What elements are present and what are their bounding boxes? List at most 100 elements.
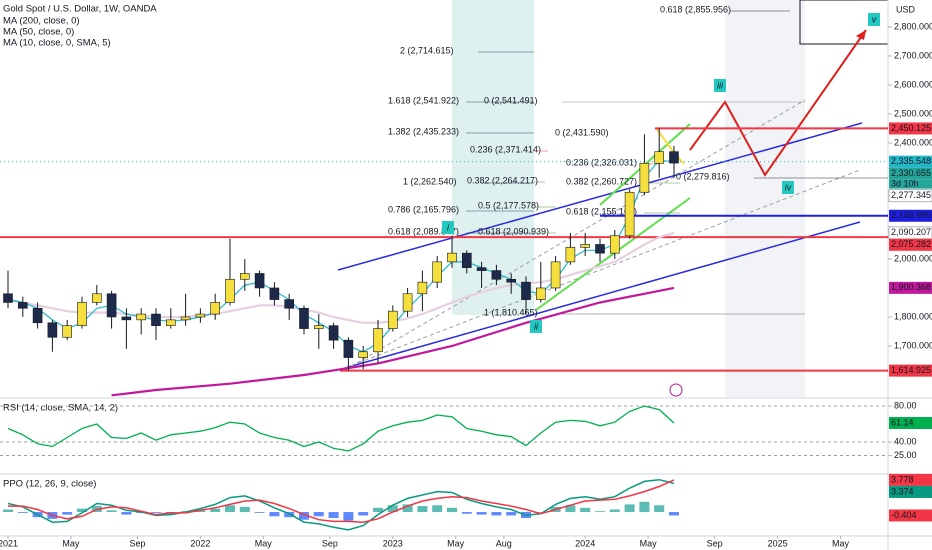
y-axis-label: USD — [896, 4, 916, 14]
candle-body — [595, 244, 605, 254]
candle-body — [506, 278, 516, 283]
histogram-bar — [298, 512, 309, 520]
price-label-bg — [889, 155, 932, 168]
candle-body — [521, 281, 531, 300]
ppo-value-bg — [889, 473, 932, 486]
y-tick-label: 25.00 — [894, 450, 917, 460]
moving-average — [111, 286, 675, 397]
candle-body — [654, 151, 664, 164]
histogram-bar — [239, 506, 250, 513]
fib-label: 0 (2,541.491) — [484, 95, 538, 105]
y-tick-label: 2,400.000 — [894, 137, 932, 147]
countdown-bg — [889, 179, 932, 189]
candle-body — [121, 316, 132, 321]
candle-body — [225, 278, 235, 303]
candle-body — [180, 316, 191, 321]
candle-body — [402, 293, 413, 312]
candle-body — [373, 328, 383, 353]
y-tick-label: 2,600.000 — [894, 79, 932, 89]
x-tick-label: 2022 — [190, 538, 210, 548]
price-label-bg — [889, 167, 932, 180]
histogram-bar — [343, 512, 354, 521]
projection-zone — [725, 0, 805, 397]
price-label: 1,614.925 — [891, 365, 931, 375]
candle-body — [32, 307, 43, 324]
histogram-bar — [565, 505, 576, 513]
y-tick-label: 2,500.000 — [894, 108, 932, 118]
fib-label: 0.786 (2,165.796) — [388, 204, 459, 214]
x-tick-label: Sep — [322, 538, 338, 548]
candle-body — [550, 261, 561, 289]
price-label-bg — [889, 364, 932, 377]
candle-body — [3, 293, 13, 303]
histogram-bar — [639, 501, 650, 513]
price-label-bg — [889, 122, 932, 135]
histogram-bar — [121, 512, 132, 515]
drawings — [337, 29, 867, 397]
price-label: 2,075.282 — [891, 239, 931, 249]
histogram-bar — [150, 512, 161, 513]
histogram-bar — [106, 510, 117, 513]
fib-label: 0.618 (2,089.847) — [388, 226, 459, 236]
channel-line — [344, 221, 861, 369]
fib-label: 0.618 (2,855.956) — [660, 4, 731, 14]
x-tick-label: May — [62, 538, 80, 548]
fib-label: 1 (1,810.465) — [484, 307, 538, 317]
event-icon — [669, 383, 683, 397]
candle-body — [299, 307, 309, 329]
fib-label: 0 (2,279.816) — [676, 171, 730, 181]
candle-body — [17, 302, 28, 309]
arrow-head — [856, 30, 866, 40]
candle-body — [239, 273, 250, 280]
legend-entry: MA (50, close, 0) — [3, 27, 74, 38]
candle-body — [269, 287, 280, 300]
ppo-value: 3.374 — [891, 486, 914, 496]
rsi-value-bg — [889, 417, 932, 430]
price-label: 2,450.125 — [891, 123, 931, 133]
histogram-bar — [313, 512, 324, 517]
histogram-bar — [210, 508, 221, 513]
fib-label: 0.236 (2,326.031) — [566, 157, 637, 167]
countdown: 3d 10h — [891, 179, 919, 189]
fib-label: 1 (2,262.540) — [403, 176, 457, 186]
candle-body — [91, 293, 102, 303]
histogram-bar — [284, 512, 295, 518]
x-tick-label: 2023 — [383, 538, 403, 548]
wave-box — [714, 79, 726, 92]
histogram-bar — [491, 512, 502, 516]
moving-average — [7, 231, 675, 324]
histogram-bar — [372, 507, 383, 513]
x-tick-label: May — [255, 538, 273, 548]
candle-body — [328, 325, 339, 341]
fib-label: 0.382 (2,260.727) — [566, 176, 637, 186]
fib-label: 1.618 (2,541.922) — [388, 95, 459, 105]
y-tick-label: 1,700.000 — [894, 340, 932, 350]
ppo-value: 3.778 — [891, 474, 914, 484]
wave-box — [868, 13, 880, 26]
histogram-bar — [461, 512, 472, 514]
candle-body — [254, 273, 265, 289]
histogram-bar — [432, 505, 443, 513]
y-tick-label: 80.00 — [894, 400, 917, 410]
price-label-bg — [889, 209, 932, 222]
fib-label: 0.5 (2,177.578) — [478, 200, 539, 210]
histogram-bar — [224, 505, 235, 513]
price-label-bg — [888, 189, 932, 203]
x-tick-label: 2024 — [575, 538, 595, 548]
ppo-title: PPO (12, 26, 9, close) — [3, 479, 96, 490]
histogram-bar — [535, 512, 546, 513]
candle-body — [313, 325, 324, 329]
candle-body — [387, 310, 398, 329]
candle-body — [151, 313, 161, 326]
x-tick-label: 2025 — [768, 538, 788, 548]
legend-entry: MA (200, close, 0) — [3, 16, 80, 27]
x-tick-label: May — [640, 538, 658, 548]
histogram-bar — [358, 512, 369, 516]
wave-box — [530, 320, 542, 333]
candle-body — [580, 244, 590, 248]
wave-label: i — [447, 222, 450, 232]
candle-body — [565, 247, 576, 263]
histogram-bar — [594, 511, 605, 513]
price-label-bg — [889, 238, 932, 251]
candle-body — [165, 319, 176, 326]
